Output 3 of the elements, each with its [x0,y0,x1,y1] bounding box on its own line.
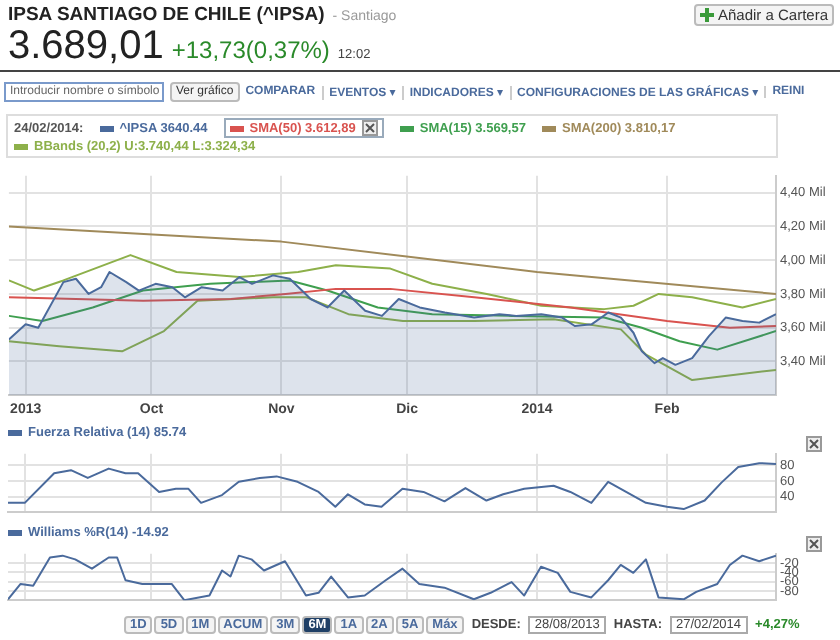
text: 3.689,01 [8,24,164,70]
text: +13,73(0,37%) [171,36,330,64]
chart-title: IPSA SANTIAGO DE CHILE (^IPSA) [8,4,325,26]
